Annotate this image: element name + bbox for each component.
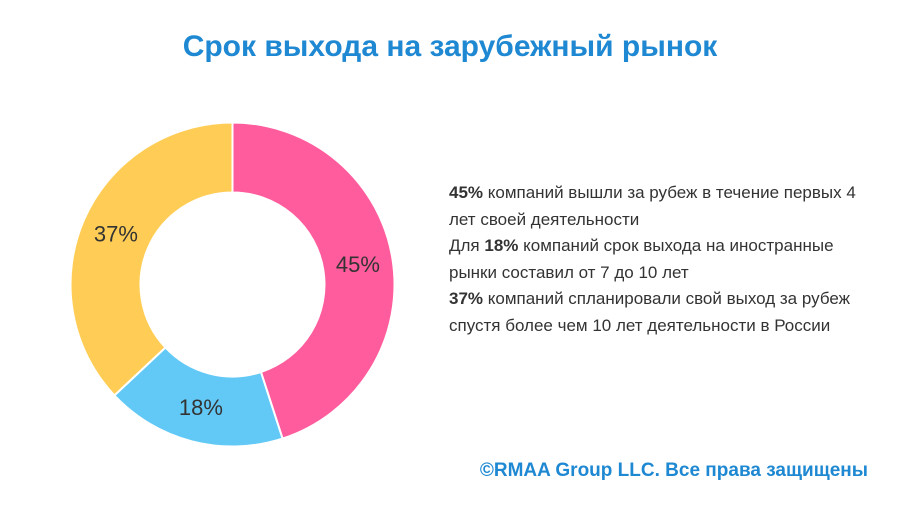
description-item-45: 45% компаний вышли за рубеж в течение пе… <box>449 180 869 233</box>
donut-slice-37 <box>69 121 234 397</box>
slice-label-18: 18% <box>179 395 223 420</box>
slice-label-37: 37% <box>94 222 138 247</box>
description-text: компаний спланировали свой выход за рубе… <box>449 289 851 335</box>
description-text: компаний срок выхода на иностранные рынк… <box>449 236 834 282</box>
donut-slice-45 <box>231 121 396 440</box>
description-item-37: 37% компаний спланировали свой выход за … <box>449 286 869 339</box>
description-block: 45% компаний вышли за рубеж в течение пе… <box>449 180 869 339</box>
description-value: 37% <box>449 289 484 308</box>
donut-chart: 45% 18% 37% <box>69 121 396 448</box>
description-prefix: Для <box>449 236 485 255</box>
description-value: 18% <box>484 236 519 255</box>
copyright-footer: ©RMAA Group LLC. Все права защищены <box>479 460 868 481</box>
description-item-18: Для 18% компаний срок выхода на иностран… <box>449 233 869 286</box>
description-text: компаний вышли за рубеж в течение первых… <box>449 183 856 229</box>
slice-label-45: 45% <box>336 252 380 277</box>
description-value: 45% <box>449 183 484 202</box>
page-title: Срок выхода на зарубежный рынок <box>182 30 718 63</box>
